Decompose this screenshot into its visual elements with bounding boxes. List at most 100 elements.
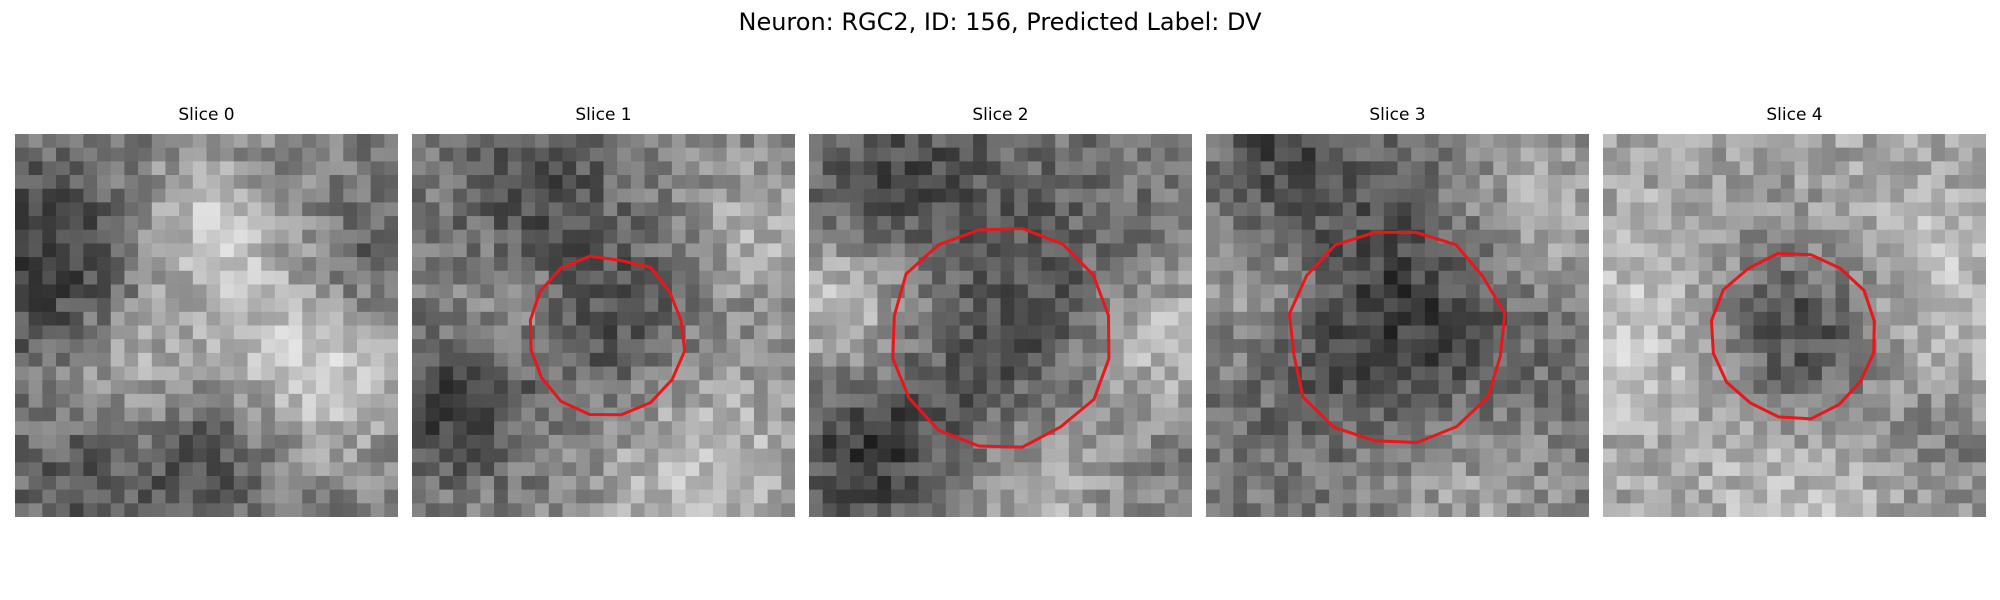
image-pixel (535, 435, 549, 449)
image-pixel (727, 408, 741, 422)
image-pixel (1699, 339, 1713, 353)
image-pixel (1904, 202, 1918, 216)
image-pixel (165, 161, 179, 175)
image-pixel (1781, 339, 1795, 353)
image-pixel (1808, 271, 1822, 285)
image-pixel (1795, 134, 1809, 148)
image-pixel (918, 271, 932, 285)
image-pixel (959, 284, 973, 298)
image-pixel (56, 490, 70, 504)
image-pixel (1206, 394, 1220, 408)
image-pixel (207, 394, 221, 408)
image-pixel (727, 148, 741, 162)
image-pixel (1370, 326, 1384, 340)
image-pixel (521, 503, 535, 517)
image-pixel (535, 189, 549, 203)
image-pixel (289, 148, 303, 162)
image-pixel (1959, 257, 1973, 271)
image-pixel (152, 408, 166, 422)
image-pixel (261, 148, 275, 162)
image-pixel (686, 216, 700, 230)
image-pixel (1781, 202, 1795, 216)
image-pixel (426, 298, 440, 312)
image-pixel (576, 380, 590, 394)
image-pixel (781, 380, 795, 394)
image-pixel (713, 449, 727, 463)
image-pixel (1753, 339, 1767, 353)
image-pixel (1370, 189, 1384, 203)
image-pixel (1261, 490, 1275, 504)
image-pixel (220, 408, 234, 422)
image-pixel (316, 134, 330, 148)
image-pixel (453, 189, 467, 203)
image-pixel (946, 380, 960, 394)
image-pixel (1425, 490, 1439, 504)
image-pixel (508, 421, 522, 435)
image-pixel (70, 476, 84, 490)
image-pixel (1302, 216, 1316, 230)
image-pixel (234, 476, 248, 490)
image-pixel (1069, 202, 1083, 216)
image-pixel (918, 312, 932, 326)
image-pixel (1288, 435, 1302, 449)
image-pixel (672, 476, 686, 490)
image-pixel (1740, 449, 1754, 463)
image-pixel (768, 394, 782, 408)
image-pixel (604, 243, 618, 257)
image-pixel (70, 435, 84, 449)
image-pixel (1288, 134, 1302, 148)
image-pixel (29, 298, 43, 312)
image-pixel (1356, 175, 1370, 189)
image-pixel (1356, 148, 1370, 162)
image-pixel (1220, 449, 1234, 463)
image-pixel (1042, 271, 1056, 285)
image-pixel (1644, 394, 1658, 408)
image-pixel (1699, 380, 1713, 394)
image-pixel (1288, 216, 1302, 230)
image-pixel (1603, 189, 1617, 203)
image-pixel (918, 326, 932, 340)
image-pixel (1124, 476, 1138, 490)
image-pixel (713, 462, 727, 476)
image-pixel (1014, 175, 1028, 189)
image-pixel (1480, 476, 1494, 490)
image-pixel (1575, 257, 1589, 271)
image-pixel (672, 202, 686, 216)
image-pixel (686, 339, 700, 353)
image-pixel (1261, 462, 1275, 476)
image-pixel (83, 326, 97, 340)
image-pixel (467, 476, 481, 490)
image-pixel (1398, 476, 1412, 490)
image-pixel (1849, 202, 1863, 216)
image-pixel (179, 503, 193, 517)
image-pixel (1001, 230, 1015, 244)
image-pixel (165, 435, 179, 449)
image-pixel (1302, 339, 1316, 353)
image-pixel (15, 394, 29, 408)
image-pixel (1110, 476, 1124, 490)
image-pixel (1877, 148, 1891, 162)
image-pixel (1315, 298, 1329, 312)
image-pixel (1904, 312, 1918, 326)
image-pixel (1877, 367, 1891, 381)
image-pixel (1507, 353, 1521, 367)
image-pixel (124, 449, 138, 463)
image-pixel (617, 284, 631, 298)
image-pixel (316, 408, 330, 422)
image-pixel (864, 435, 878, 449)
image-pixel (959, 216, 973, 230)
image-pixel (83, 490, 97, 504)
image-pixel (97, 449, 111, 463)
image-pixel (1644, 216, 1658, 230)
image-pixel (946, 189, 960, 203)
image-pixel (1014, 243, 1028, 257)
image-pixel (1726, 216, 1740, 230)
image-pixel (316, 435, 330, 449)
image-pixel (781, 408, 795, 422)
image-pixel (973, 148, 987, 162)
image-pixel (1261, 312, 1275, 326)
image-pixel (138, 243, 152, 257)
image-pixel (1220, 490, 1234, 504)
image-pixel (1726, 175, 1740, 189)
image-pixel (1918, 476, 1932, 490)
